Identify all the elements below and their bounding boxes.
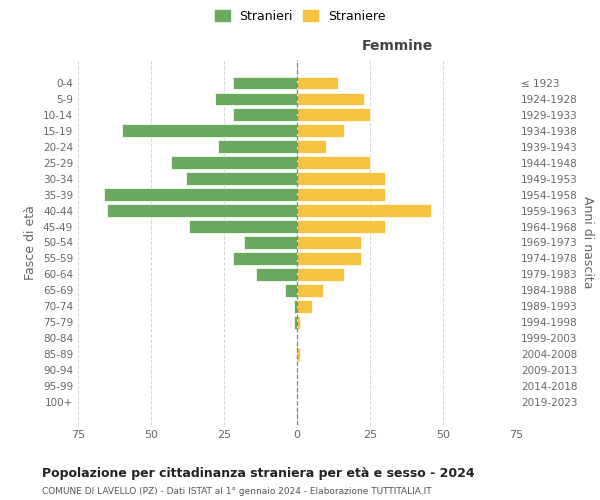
Bar bbox=[297, 156, 370, 169]
Bar bbox=[186, 172, 297, 185]
Bar bbox=[233, 108, 297, 122]
Bar bbox=[297, 268, 344, 281]
Text: Popolazione per cittadinanza straniera per età e sesso - 2024: Popolazione per cittadinanza straniera p… bbox=[42, 468, 475, 480]
Bar bbox=[233, 76, 297, 90]
Bar bbox=[294, 300, 297, 312]
Y-axis label: Fasce di età: Fasce di età bbox=[25, 205, 37, 280]
Bar bbox=[172, 156, 297, 169]
Bar bbox=[297, 316, 300, 328]
Bar bbox=[218, 140, 297, 153]
Bar bbox=[104, 188, 297, 201]
Bar bbox=[297, 284, 323, 296]
Text: COMUNE DI LAVELLO (PZ) - Dati ISTAT al 1° gennaio 2024 - Elaborazione TUTTITALIA: COMUNE DI LAVELLO (PZ) - Dati ISTAT al 1… bbox=[42, 488, 431, 496]
Bar bbox=[297, 92, 364, 106]
Bar bbox=[297, 140, 326, 153]
Bar bbox=[256, 268, 297, 281]
Bar bbox=[189, 220, 297, 233]
Bar bbox=[233, 252, 297, 265]
Bar bbox=[297, 220, 385, 233]
Bar bbox=[297, 252, 361, 265]
Bar bbox=[297, 236, 361, 249]
Bar bbox=[286, 284, 297, 296]
Bar bbox=[244, 236, 297, 249]
Bar bbox=[297, 76, 338, 90]
Bar bbox=[107, 204, 297, 217]
Bar bbox=[297, 108, 370, 122]
Bar bbox=[215, 92, 297, 106]
Bar bbox=[297, 300, 311, 312]
Bar bbox=[297, 172, 385, 185]
Bar bbox=[297, 188, 385, 201]
Bar bbox=[122, 124, 297, 137]
Legend: Stranieri, Straniere: Stranieri, Straniere bbox=[211, 6, 389, 26]
Bar bbox=[297, 124, 344, 137]
Text: Femmine: Femmine bbox=[362, 38, 433, 52]
Bar bbox=[294, 316, 297, 328]
Y-axis label: Anni di nascita: Anni di nascita bbox=[581, 196, 594, 289]
Bar bbox=[297, 204, 431, 217]
Bar bbox=[297, 348, 300, 360]
